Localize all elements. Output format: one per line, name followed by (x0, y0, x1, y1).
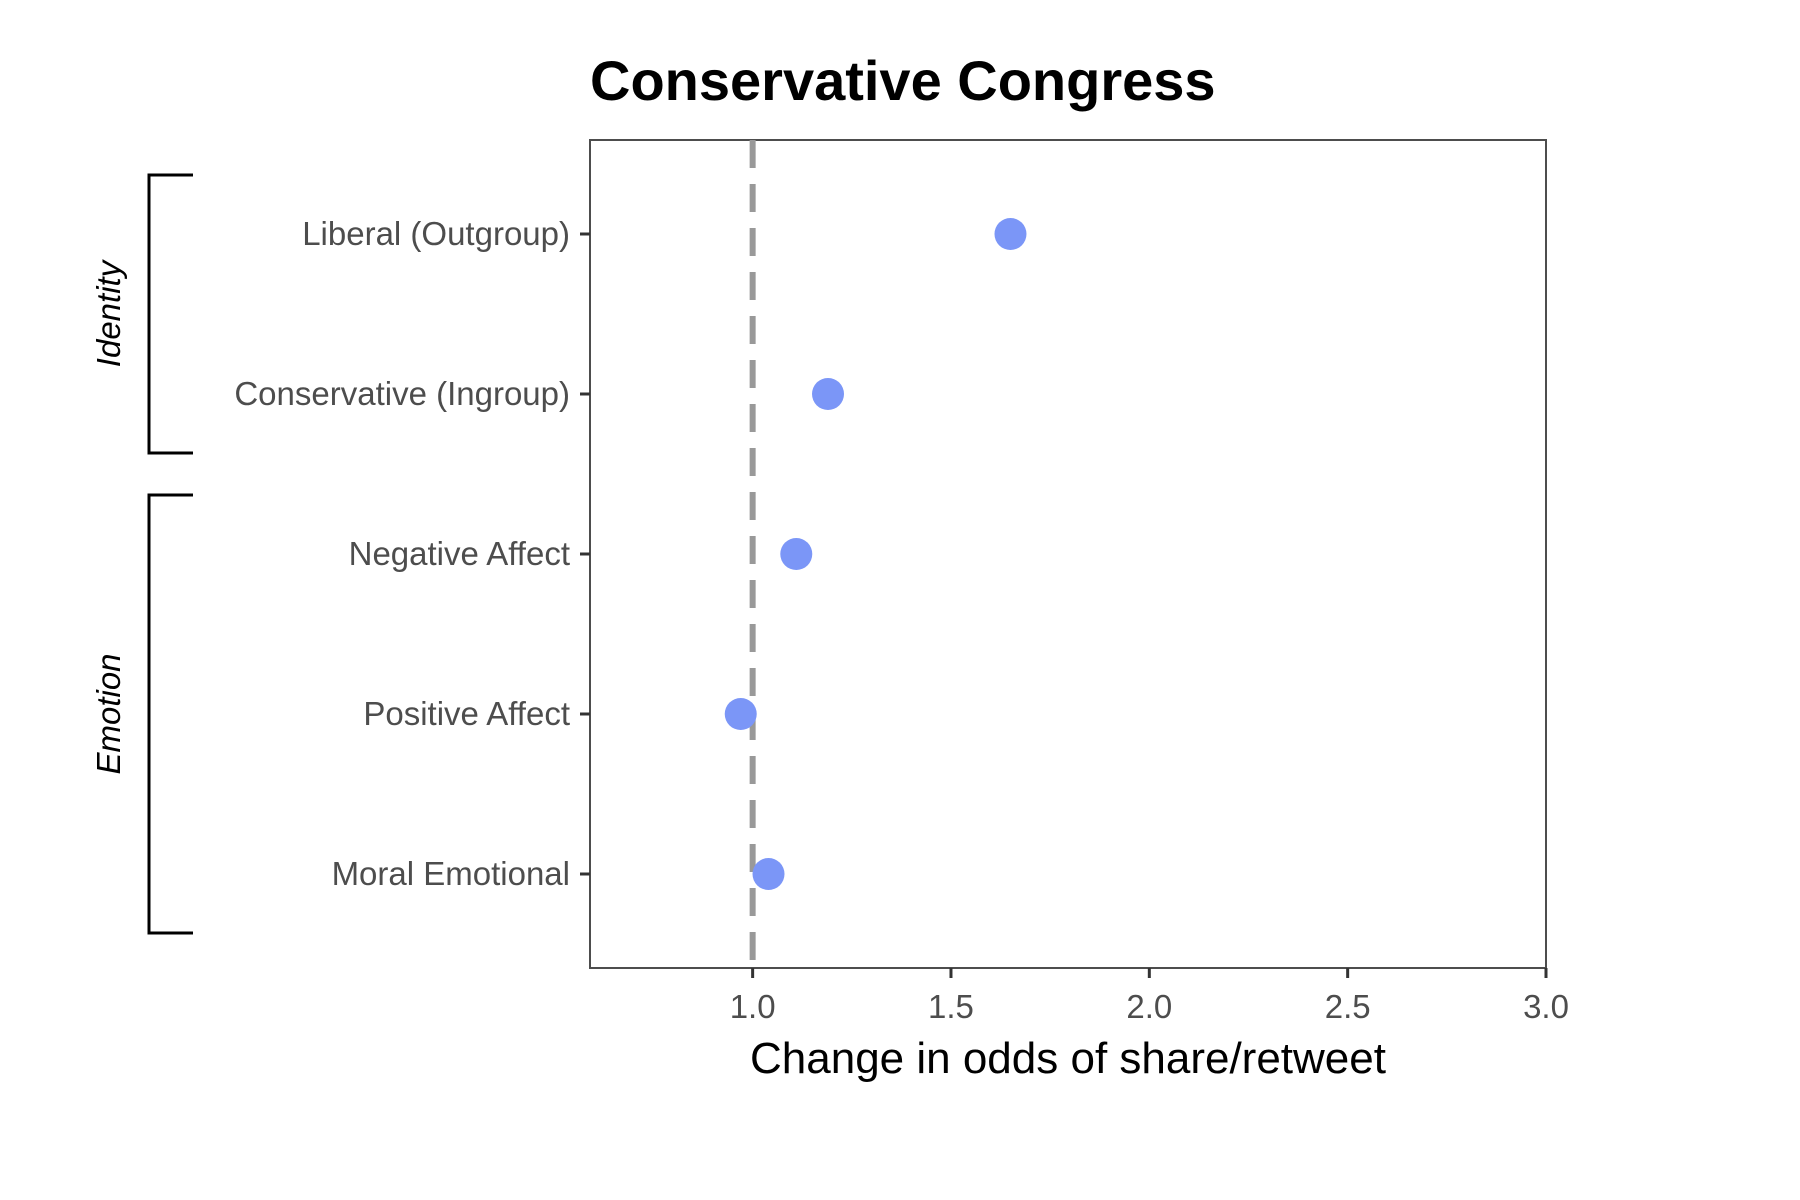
x-tick-label: 2.0 (1126, 988, 1172, 1025)
x-tick-label: 1.5 (928, 988, 974, 1025)
y-tick-label: Liberal (Outgroup) (302, 215, 570, 252)
y-tick-label: Negative Affect (349, 535, 570, 572)
x-tick-label: 2.5 (1325, 988, 1371, 1025)
group-label: Emotion (90, 653, 127, 774)
group-label: Identity (90, 258, 127, 367)
data-point (812, 378, 845, 410)
y-tick-label: Conservative (Ingroup) (234, 375, 570, 412)
group-bracket (147, 173, 193, 455)
x-tick-label: 3.0 (1523, 988, 1569, 1025)
data-point (752, 858, 785, 890)
data-point (780, 538, 813, 570)
x-tick-label: 1.0 (730, 988, 776, 1025)
group-bracket (147, 493, 193, 935)
data-point (994, 218, 1027, 250)
data-point (724, 698, 757, 730)
x-axis-label: Change in odds of share/retweet (750, 1034, 1386, 1083)
chart-title: Conservative Congress (590, 49, 1216, 112)
y-tick-label: Moral Emotional (332, 855, 570, 892)
y-tick-label: Positive Affect (363, 695, 570, 732)
plot-border (589, 139, 1547, 969)
